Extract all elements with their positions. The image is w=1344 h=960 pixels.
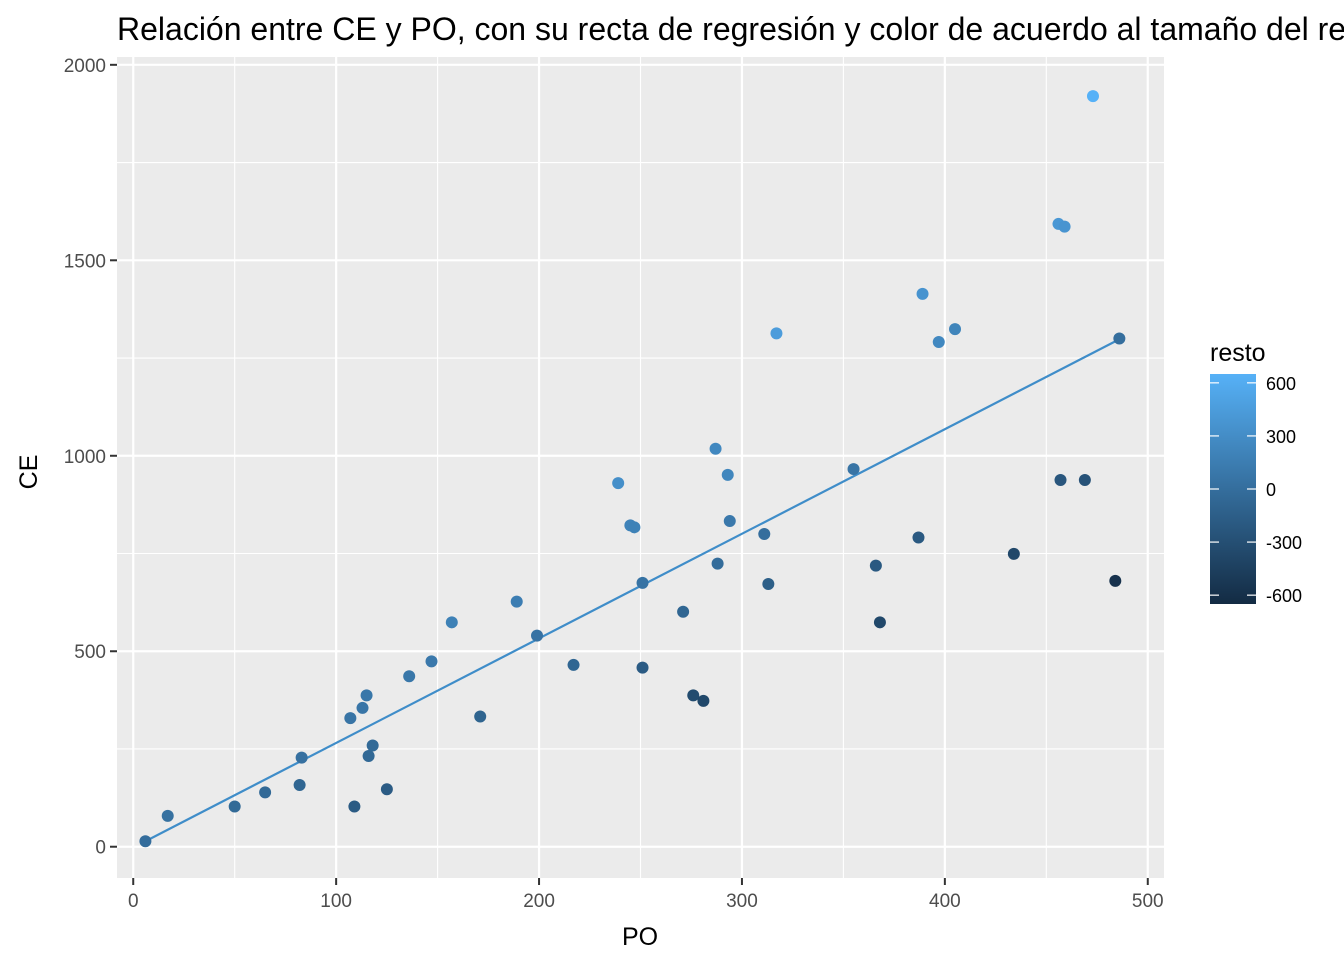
- legend-ticks: 600 300 0 -300 -600: [1210, 374, 1302, 606]
- data-point: [1086, 90, 1099, 103]
- chart-title: Relación entre CE y PO, con su recta de …: [117, 11, 1344, 47]
- data-point: [295, 751, 308, 764]
- x-tick-label: 0: [128, 891, 139, 912]
- regression-line: [144, 338, 1120, 843]
- data-point: [510, 595, 523, 608]
- data-point: [403, 670, 416, 683]
- x-tick-label: 100: [320, 891, 352, 912]
- y-tick-label: 500: [74, 642, 106, 663]
- legend-tick-label: 0: [1266, 480, 1276, 500]
- data-point: [949, 323, 962, 336]
- data-point: [1078, 474, 1091, 487]
- x-axis: 0 100 200 300 400 500: [128, 878, 1164, 912]
- data-point: [873, 616, 886, 629]
- data-point: [445, 616, 458, 629]
- data-point: [348, 800, 361, 813]
- data-point: [869, 559, 882, 572]
- x-tick-label: 200: [523, 891, 555, 912]
- data-point: [380, 783, 393, 796]
- data-point: [531, 629, 544, 642]
- data-point: [636, 661, 649, 674]
- data-point: [709, 442, 722, 455]
- data-point: [916, 287, 929, 300]
- y-axis-label: CE: [15, 455, 43, 490]
- data-point: [1058, 220, 1071, 233]
- data-point: [259, 786, 272, 799]
- y-tick-label: 1000: [64, 447, 106, 468]
- y-tick-label: 1500: [64, 251, 106, 272]
- data-point: [770, 327, 783, 340]
- color-legend: resto 600 300 0 -300 -600: [1210, 339, 1302, 606]
- data-point: [762, 578, 775, 591]
- x-tick-label: 400: [929, 891, 961, 912]
- data-point: [425, 655, 438, 668]
- data-point: [932, 336, 945, 349]
- y-tick-label: 2000: [64, 56, 106, 77]
- x-tick-label: 300: [726, 891, 758, 912]
- x-axis-label: PO: [622, 923, 658, 951]
- legend-tick-label: 300: [1266, 427, 1296, 447]
- legend-tick-label: -600: [1266, 586, 1302, 606]
- data-point: [366, 739, 379, 752]
- major-gridlines: [117, 57, 1164, 878]
- data-point: [139, 835, 152, 848]
- data-point: [721, 468, 734, 481]
- data-point: [161, 809, 174, 822]
- data-point: [697, 694, 710, 707]
- data-point: [1007, 547, 1020, 560]
- data-point: [360, 689, 373, 702]
- data-point: [1113, 332, 1126, 345]
- legend-tick-label: 600: [1266, 374, 1296, 394]
- data-point: [612, 477, 625, 490]
- data-point: [677, 605, 690, 618]
- data-point: [362, 750, 375, 763]
- data-point: [228, 800, 241, 813]
- data-point: [1109, 574, 1122, 587]
- y-tick-label: 0: [95, 838, 106, 859]
- data-point: [474, 710, 487, 723]
- data-point: [687, 689, 700, 702]
- data-point: [711, 557, 724, 570]
- legend-tick-label: -300: [1266, 533, 1302, 553]
- data-point: [723, 515, 736, 528]
- data-point: [293, 778, 306, 791]
- data-point: [847, 463, 860, 476]
- data-point: [758, 527, 771, 540]
- x-tick-label: 500: [1132, 891, 1164, 912]
- data-point: [567, 658, 580, 671]
- minor-gridlines: [117, 57, 1164, 878]
- regression-line-group: [144, 338, 1120, 843]
- data-point: [912, 531, 925, 544]
- data-point: [628, 521, 641, 534]
- data-point: [1054, 474, 1067, 487]
- y-axis: 0 500 1000 1500 2000: [64, 56, 117, 859]
- data-point: [356, 701, 369, 714]
- data-points: [139, 90, 1126, 848]
- legend-title: resto: [1210, 339, 1266, 367]
- data-point: [344, 712, 357, 725]
- data-point: [636, 576, 649, 589]
